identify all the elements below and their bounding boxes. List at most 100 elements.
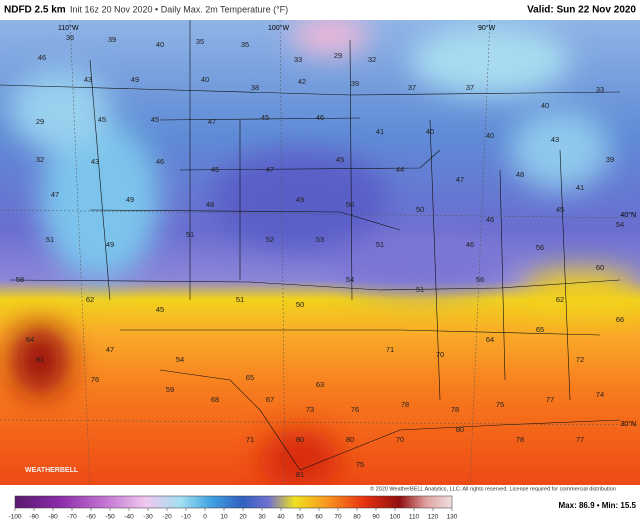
temperature-label: 48 <box>516 170 524 179</box>
temperature-label: 33 <box>596 85 604 94</box>
temperature-label: 62 <box>556 295 564 304</box>
temperature-label: 70 <box>436 350 444 359</box>
temperature-label: 51 <box>236 295 244 304</box>
temperature-label: 75 <box>496 400 504 409</box>
temperature-label: 47 <box>208 117 216 126</box>
temperature-label: 32 <box>368 55 376 64</box>
temperature-label: 80 <box>346 435 354 444</box>
temperature-label: 39 <box>351 79 359 88</box>
temperature-label: 78 <box>516 435 524 444</box>
colorbar-tick-label: 10 <box>220 514 228 521</box>
colorbar-tick-label: -60 <box>86 514 96 521</box>
temperature-label: 45 <box>211 165 219 174</box>
temperature-label: 60 <box>596 263 604 272</box>
temperature-label: 39 <box>108 35 116 44</box>
temperature-label: 81 <box>296 470 304 479</box>
temperature-label: 77 <box>576 435 584 444</box>
temperature-label: 50 <box>416 205 424 214</box>
temperature-label: 54 <box>616 220 624 229</box>
temperature-label: 62 <box>86 295 94 304</box>
temperature-label: 45 <box>556 205 564 214</box>
temperature-label: 56 <box>476 275 484 284</box>
temperature-label: 46 <box>486 215 494 224</box>
temperature-label: 75 <box>356 460 364 469</box>
temperature-label: 65 <box>536 325 544 334</box>
temperature-label: 47 <box>266 165 274 174</box>
title: NDFD 2.5 km <box>4 5 66 16</box>
temperature-label: 50 <box>346 200 354 209</box>
colorbar-tick-label: -50 <box>105 514 115 521</box>
temperature-label: 51 <box>186 230 194 239</box>
temperature-label: 40 <box>156 40 164 49</box>
temperature-label: 52 <box>266 235 274 244</box>
temperature-label: 29 <box>36 117 44 126</box>
temperature-label: 47 <box>51 190 59 199</box>
temperature-label: 45 <box>261 113 269 122</box>
temperature-label: 66 <box>616 315 624 324</box>
temperature-label: 64 <box>26 335 34 344</box>
temperature-label: 64 <box>486 335 494 344</box>
colorbar-tick-label: -40 <box>124 514 134 521</box>
colorbar-tick-label: -10 <box>181 514 191 521</box>
temperature-label: 73 <box>306 405 314 414</box>
temperature-label: 74 <box>596 390 604 399</box>
lat-label: 30°N <box>620 420 636 428</box>
colorbar-tick-label: 90 <box>372 514 380 521</box>
colorbar-tick-label: 0 <box>203 514 207 521</box>
colorbar-tick-label: 20 <box>239 514 247 521</box>
temperature-label: 40 <box>201 75 209 84</box>
temperature-label: 78 <box>401 400 409 409</box>
temperature-label: 59 <box>166 385 174 394</box>
temperature-label: 35 <box>196 37 204 46</box>
colorbar-tick-label: 110 <box>409 514 420 521</box>
temperature-label: 44 <box>396 165 404 174</box>
temperature-label: 42 <box>298 77 306 86</box>
temperature-label: 37 <box>466 83 474 92</box>
temperature-label: 47 <box>456 175 464 184</box>
colorbar-tick-label: 50 <box>296 514 304 521</box>
temperature-label: 70 <box>396 435 404 444</box>
lon-label: 100°W <box>268 24 289 32</box>
temperature-label: 32 <box>36 155 44 164</box>
temperature-label: 46 <box>38 53 46 62</box>
lon-label: 110°W <box>58 24 79 32</box>
temperature-label: 45 <box>156 305 164 314</box>
temperature-label: 76 <box>91 375 99 384</box>
temperature-label: 80 <box>456 425 464 434</box>
temperature-label: 48 <box>206 200 214 209</box>
temperature-label: 39 <box>606 155 614 164</box>
temperature-label: 45 <box>336 155 344 164</box>
colorbar-tick-label: -30 <box>143 514 153 521</box>
subtitle: Init 16z 20 Nov 2020 • Daily Max. 2m Tem… <box>70 4 288 14</box>
lat-label: 40°N <box>620 211 636 219</box>
temperature-labels: 36 39 40 35 35 33 29 32 46 43 49 40 38 42 39 37 37 40 33 29… <box>16 33 624 479</box>
temperature-label: 40 <box>486 131 494 140</box>
temperature-label: 58 <box>16 275 24 284</box>
temperature-label: 49 <box>126 195 134 204</box>
temperature-label: 41 <box>576 183 584 192</box>
lon-label: 90°W <box>478 24 496 32</box>
colorbar-tick-label: -20 <box>162 514 172 521</box>
temperature-label: 53 <box>316 235 324 244</box>
temperature-label: 71 <box>386 345 394 354</box>
colorbar-tick-label: -80 <box>48 514 58 521</box>
temperature-label: 43 <box>551 135 559 144</box>
temperature-label: 36 <box>66 33 74 42</box>
temperature-label: 80 <box>296 435 304 444</box>
temperature-label: 49 <box>131 75 139 84</box>
temperature-label: 46 <box>316 113 324 122</box>
temperature-label: 51 <box>376 240 384 249</box>
borders <box>0 20 621 471</box>
temperature-label: 63 <box>316 380 324 389</box>
temperature-label: 43 <box>84 75 92 84</box>
copyright: © 2020 WeatherBELL Analytics, LLC. All r… <box>370 485 616 492</box>
temperature-label: 72 <box>576 355 584 364</box>
temperature-label: 49 <box>106 240 114 249</box>
colorbar-tick-label: -70 <box>67 514 77 521</box>
temperature-field <box>0 20 640 485</box>
stats: Max: 86.9 • Min: 15.5 <box>559 501 637 510</box>
temperature-label: 37 <box>408 83 416 92</box>
temperature-label: 65 <box>246 373 254 382</box>
